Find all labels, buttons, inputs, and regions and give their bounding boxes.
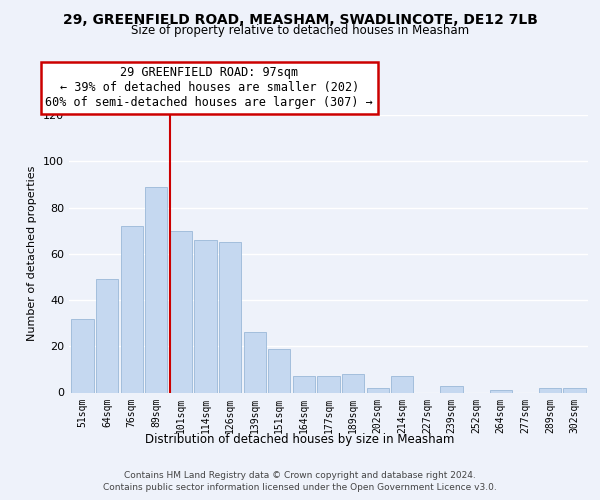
Text: Contains public sector information licensed under the Open Government Licence v3: Contains public sector information licen…: [103, 484, 497, 492]
Bar: [539, 388, 561, 392]
Bar: [268, 348, 290, 393]
Bar: [194, 240, 217, 392]
Bar: [145, 186, 167, 392]
Bar: [440, 386, 463, 392]
Bar: [391, 376, 413, 392]
Bar: [219, 242, 241, 392]
Bar: [244, 332, 266, 392]
Text: Size of property relative to detached houses in Measham: Size of property relative to detached ho…: [131, 24, 469, 37]
Text: Distribution of detached houses by size in Measham: Distribution of detached houses by size …: [145, 432, 455, 446]
Bar: [71, 318, 94, 392]
Bar: [96, 279, 118, 392]
Text: 29 GREENFIELD ROAD: 97sqm
← 39% of detached houses are smaller (202)
60% of semi: 29 GREENFIELD ROAD: 97sqm ← 39% of detac…: [45, 66, 373, 110]
Bar: [342, 374, 364, 392]
Bar: [317, 376, 340, 392]
Bar: [121, 226, 143, 392]
Y-axis label: Number of detached properties: Number of detached properties: [28, 166, 37, 342]
Text: 29, GREENFIELD ROAD, MEASHAM, SWADLINCOTE, DE12 7LB: 29, GREENFIELD ROAD, MEASHAM, SWADLINCOT…: [62, 12, 538, 26]
Bar: [490, 390, 512, 392]
Bar: [563, 388, 586, 392]
Bar: [367, 388, 389, 392]
Bar: [170, 230, 192, 392]
Bar: [293, 376, 315, 392]
Text: Contains HM Land Registry data © Crown copyright and database right 2024.: Contains HM Land Registry data © Crown c…: [124, 471, 476, 480]
